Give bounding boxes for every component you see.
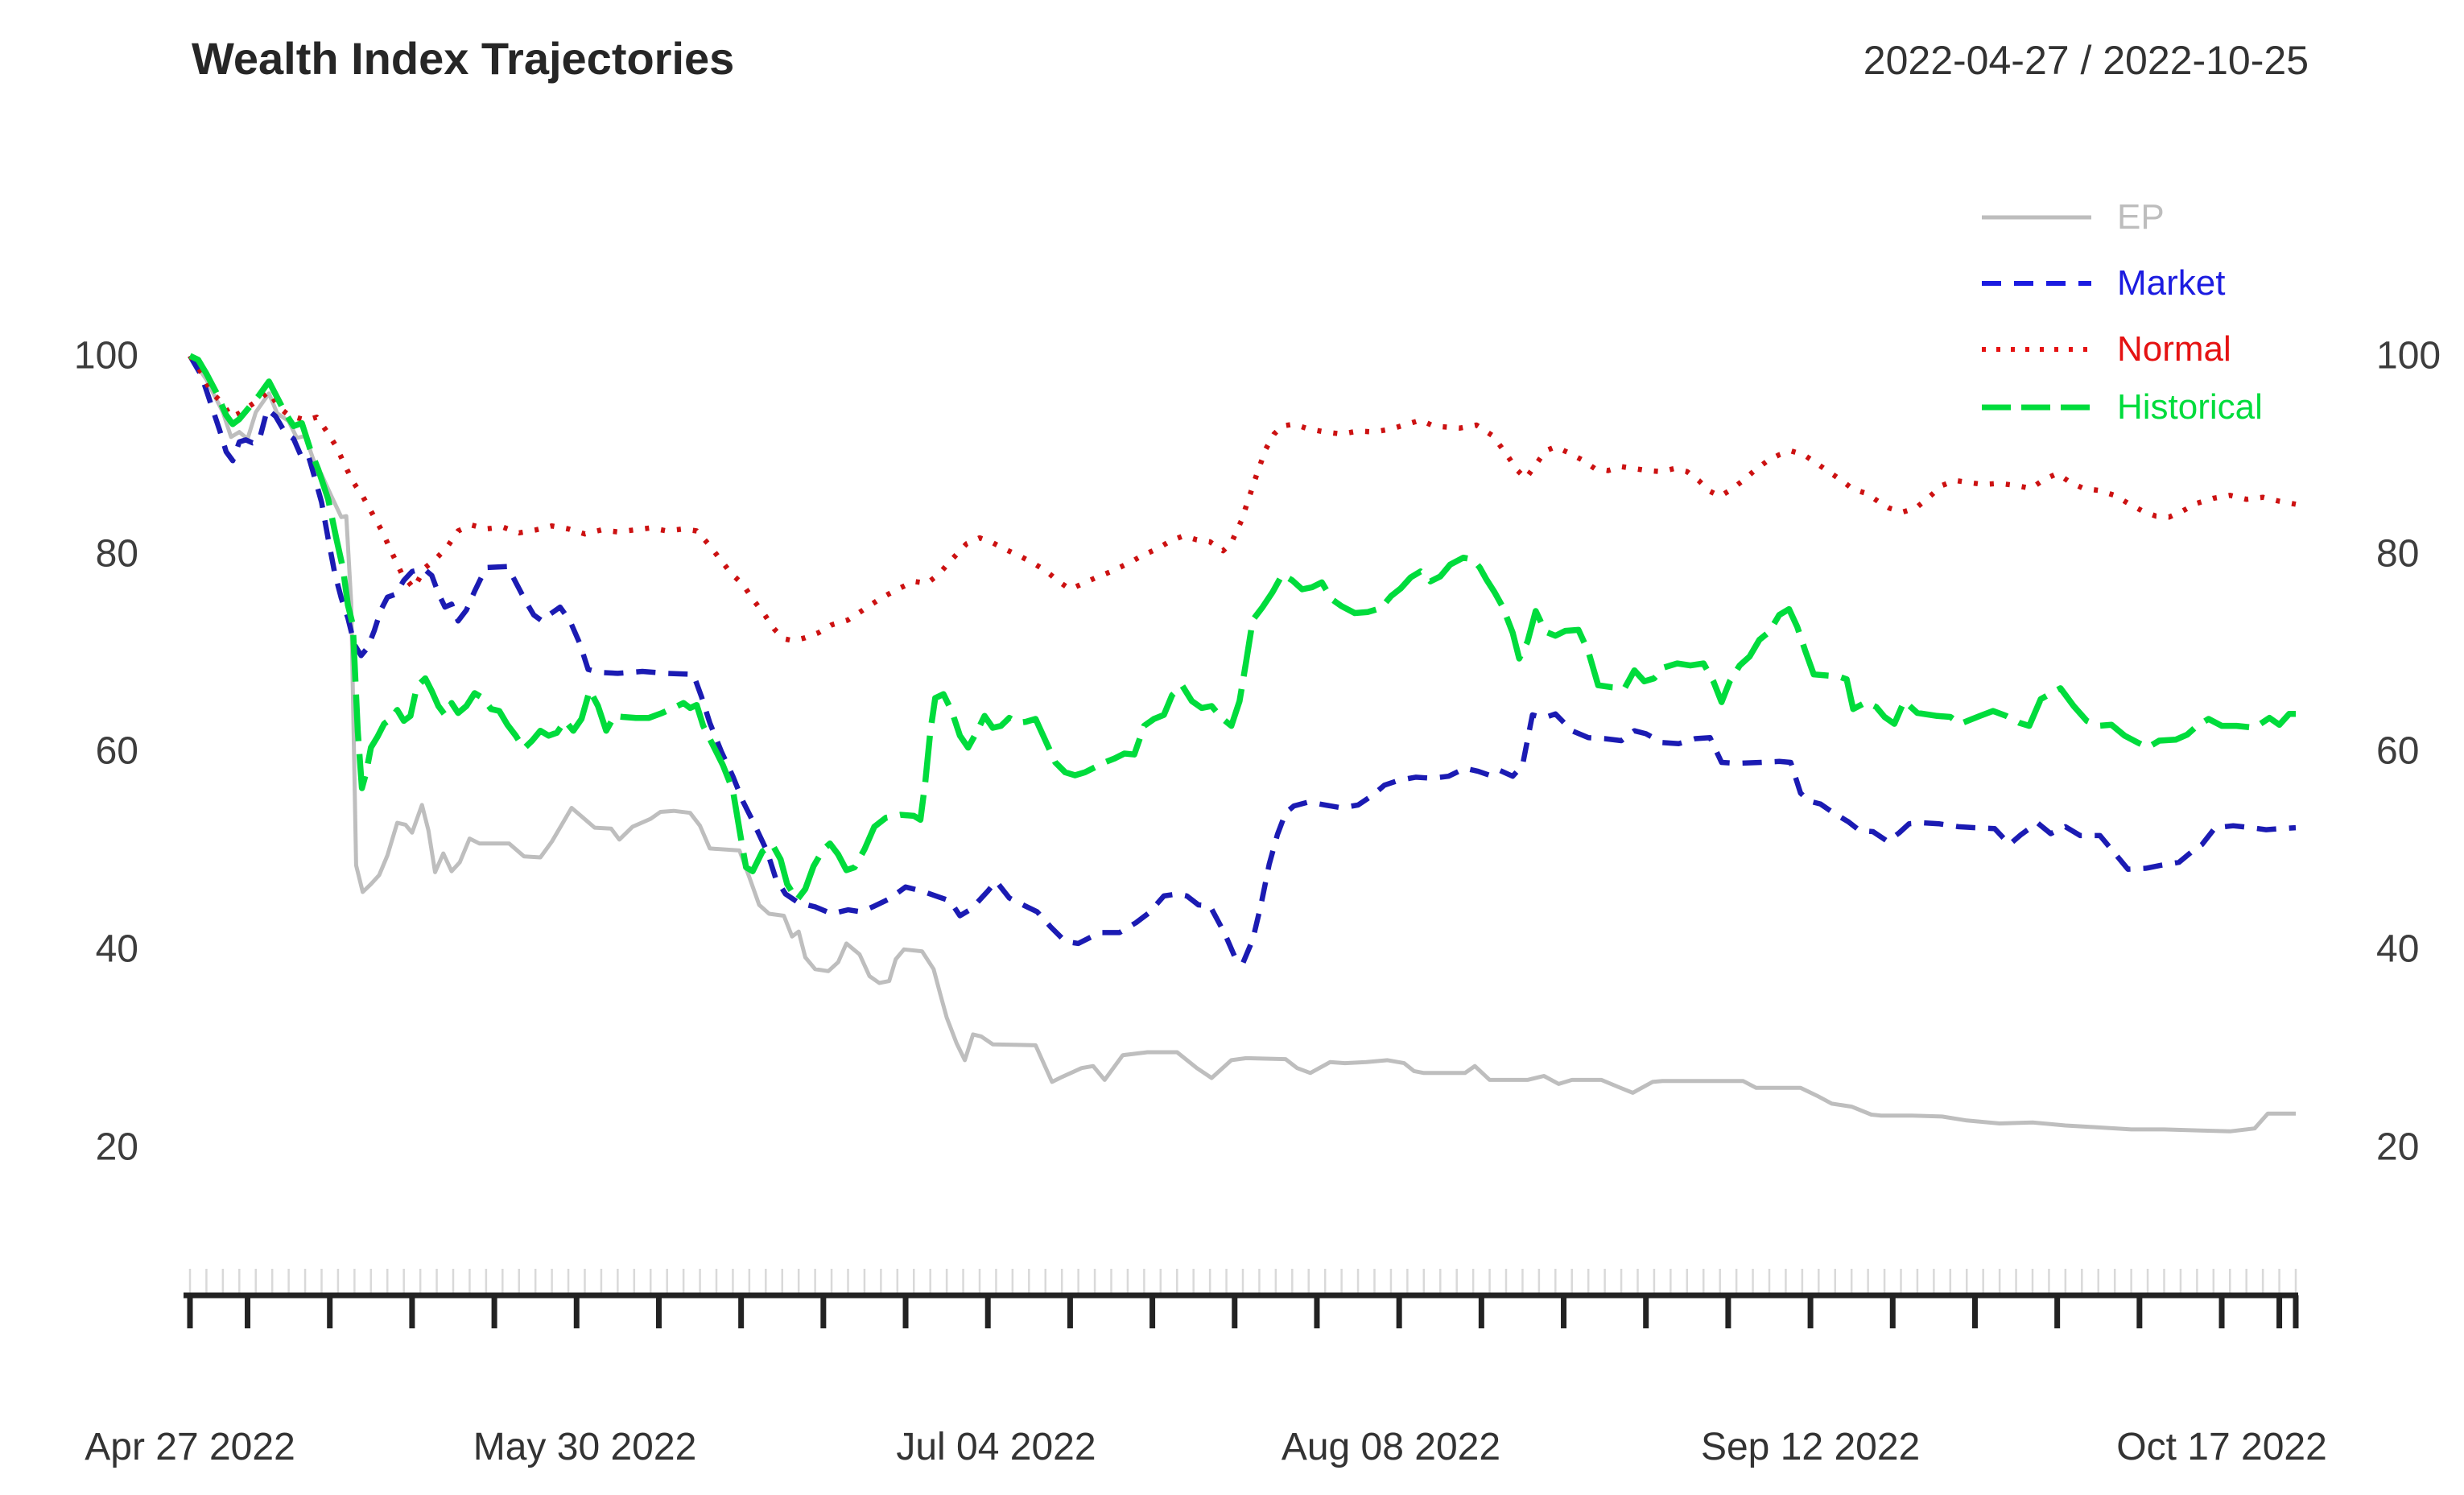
y-axis-label-right-20: 20 bbox=[2376, 1125, 2420, 1169]
legend-item-historical: Historical bbox=[1982, 375, 2433, 440]
x-axis-label-aug08: Aug 08 2022 bbox=[1281, 1426, 1501, 1468]
series-normal-line bbox=[188, 354, 2297, 644]
legend-item-market: Market bbox=[1982, 251, 2433, 316]
y-axis-label-right-60: 60 bbox=[2376, 729, 2420, 773]
y-axis-label-left-80: 80 bbox=[95, 532, 138, 576]
page-title: Wealth Index Trajectories bbox=[192, 33, 735, 84]
date-range-label: 2022-04-27 / 2022-10-25 bbox=[1863, 38, 2309, 83]
y-axis-label-right-80: 80 bbox=[2376, 532, 2420, 576]
legend-label-market: Market bbox=[2117, 263, 2226, 303]
y-axis-label-right-40: 40 bbox=[2376, 927, 2420, 971]
y-axis-label-left-20: 20 bbox=[95, 1125, 138, 1169]
x-axis-minor-ticks bbox=[188, 1269, 2297, 1295]
y-axis-label-left-100: 100 bbox=[73, 334, 138, 378]
y-axis-label-left-40: 40 bbox=[95, 927, 138, 971]
x-axis-label-jul04: Jul 04 2022 bbox=[896, 1426, 1096, 1468]
ep-line-swatch bbox=[1982, 215, 2091, 220]
y-axis-label-right-100: 100 bbox=[2376, 334, 2441, 378]
legend-item-ep: EP bbox=[1982, 185, 2433, 250]
historical-line-swatch bbox=[1982, 404, 2091, 411]
legend-item-normal: Normal bbox=[1982, 317, 2433, 382]
x-axis-label-sep12: Sep 12 2022 bbox=[1700, 1426, 1921, 1468]
legend-label-ep: EP bbox=[2117, 197, 2165, 237]
x-axis-major-ticks bbox=[187, 1295, 2299, 1328]
y-axis-label-left-60: 60 bbox=[95, 729, 138, 773]
series-lines bbox=[188, 353, 2297, 1134]
x-axis-label-may30: May 30 2022 bbox=[473, 1426, 697, 1468]
market-line-swatch bbox=[1982, 281, 2091, 286]
series-market-line bbox=[188, 354, 2297, 966]
x-axis-label-apr27: Apr 27 2022 bbox=[85, 1426, 295, 1468]
series-historical-line bbox=[188, 353, 2296, 903]
normal-line-swatch bbox=[1982, 347, 2091, 352]
legend-label-historical: Historical bbox=[2117, 387, 2263, 427]
series-ep-line bbox=[188, 354, 2296, 1134]
x-axis-label-oct17: Oct 17 2022 bbox=[2116, 1426, 2327, 1468]
legend-label-normal: Normal bbox=[2117, 329, 2231, 369]
